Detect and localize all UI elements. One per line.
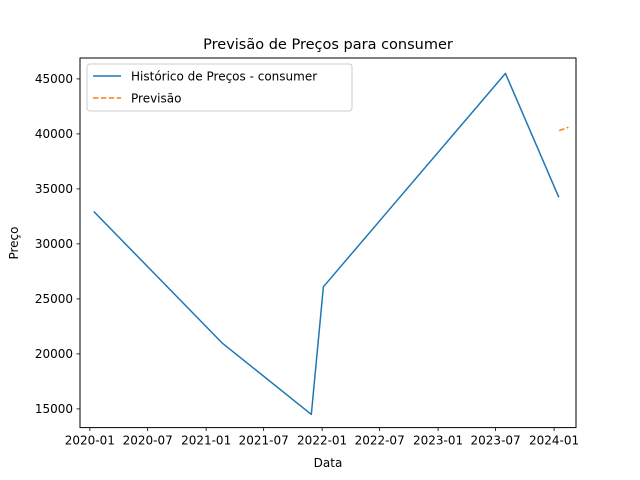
y-tick-label: 40000 [35, 127, 73, 141]
x-tick-label: 2023-01 [413, 434, 463, 448]
legend-label-historico: Histórico de Preços - consumer [131, 70, 317, 84]
y-tick-label: 15000 [35, 402, 73, 416]
plot-frame [79, 57, 577, 429]
y-tick-label: 35000 [35, 182, 73, 196]
legend: Histórico de Preços - consumer Previsão [86, 63, 353, 112]
y-tick-label: 30000 [35, 237, 73, 251]
x-tick-label: 2023-07 [471, 434, 521, 448]
x-tick-label: 2024-01 [529, 434, 579, 448]
x-tick-label: 2021-01 [181, 434, 231, 448]
series-line-historico [93, 72, 560, 416]
x-tick-label: 2021-07 [239, 434, 289, 448]
x-axis: 2020-01 2020-07 2021-01 2021-07 2022-01 2022-… [65, 427, 579, 448]
x-axis-label: Data [314, 456, 343, 470]
y-tick-label: 45000 [35, 72, 73, 86]
x-tick-label: 2020-07 [123, 434, 173, 448]
legend-label-previsao: Previsão [131, 92, 181, 106]
y-axis: 15000 20000 25000 30000 35000 40000 45000 [35, 72, 80, 416]
chart-title: Previsão de Preços para consumer [203, 37, 453, 53]
series-line-previsao [558, 126, 569, 132]
x-tick-label: 2022-01 [297, 434, 347, 448]
y-tick-label: 25000 [35, 292, 73, 306]
y-axis-label: Preço [7, 226, 21, 259]
y-tick-label: 20000 [35, 347, 73, 361]
legend-box [86, 63, 353, 112]
x-tick-label: 2020-01 [65, 434, 115, 448]
x-tick-label: 2022-07 [355, 434, 405, 448]
series-layer [93, 72, 569, 416]
